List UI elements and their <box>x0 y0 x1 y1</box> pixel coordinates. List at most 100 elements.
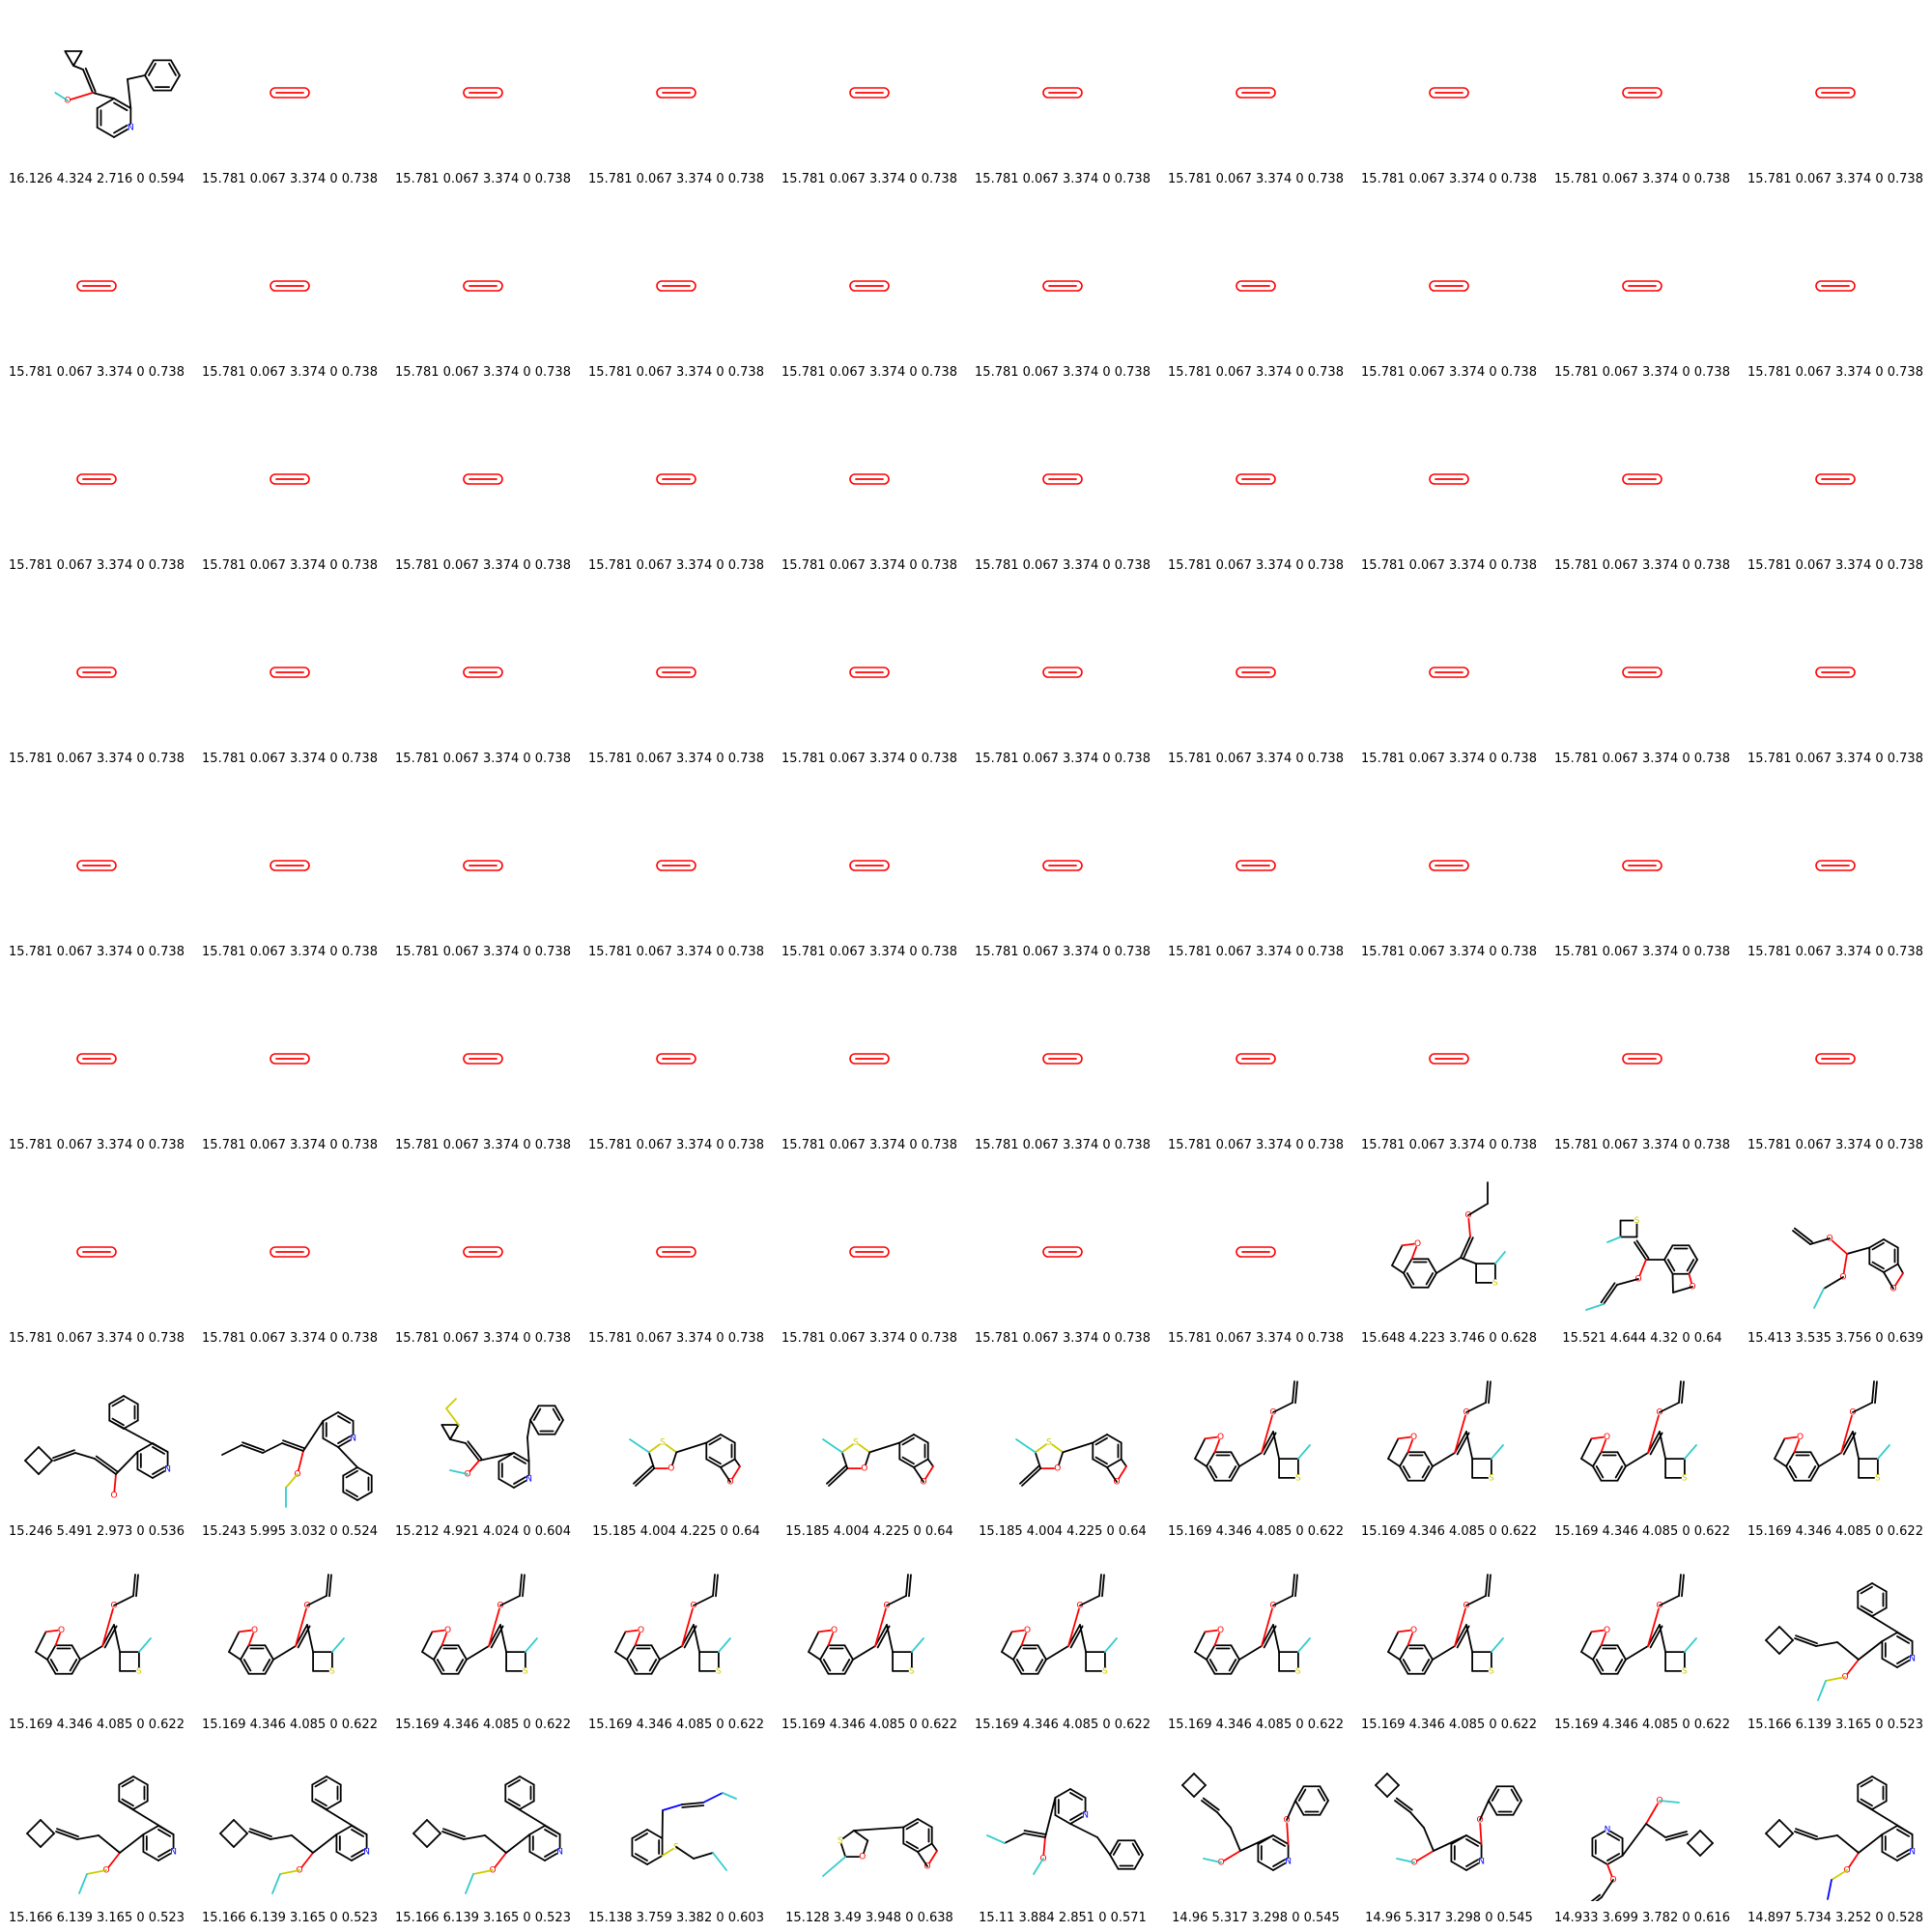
molecule-cell: 15.781 0.067 3.374 0 0.738 <box>580 580 773 773</box>
molecule-cell: 15.781 0.067 3.374 0 0.738 <box>193 386 386 580</box>
molecule-cell: 15.781 0.067 3.374 0 0.738 <box>1352 386 1546 580</box>
molecule-score-label: 15.781 0.067 3.374 0 0.738 <box>975 945 1151 959</box>
molecule-cell: 15.781 0.067 3.374 0 0.738 <box>1159 773 1352 966</box>
molecule-score-label: 15.781 0.067 3.374 0 0.738 <box>588 1331 764 1346</box>
molecule-score-label: 15.781 0.067 3.374 0 0.738 <box>9 558 185 573</box>
molecule-structure-o2 <box>1429 87 1469 99</box>
molecule-structure-o2 <box>849 1246 890 1258</box>
molecule-score-label: 15.781 0.067 3.374 0 0.738 <box>1554 945 1730 959</box>
molecule-score-label: 15.781 0.067 3.374 0 0.738 <box>781 752 957 766</box>
molecule-structure-o2 <box>270 280 310 292</box>
molecule-structure-o2 <box>1815 280 1856 292</box>
molecule-cell: 15.781 0.067 3.374 0 0.738 <box>193 580 386 773</box>
molecule-cell: 15.781 0.067 3.374 0 0.738 <box>1739 773 1932 966</box>
molecule-cell: 15.781 0.067 3.374 0 0.738 <box>966 580 1159 773</box>
molecule-score-label: 15.243 5.995 3.032 0 0.524 <box>202 1524 378 1539</box>
molecule-structure-o2 <box>270 860 310 871</box>
molecule-score-label: 15.781 0.067 3.374 0 0.738 <box>395 1331 571 1346</box>
molecule-structure-o2 <box>76 1053 117 1065</box>
molecule-structure-benzofuran-oxathiolane: OSO <box>822 1434 934 1488</box>
molecule-cell: OSO15.169 4.346 4.085 0 0.622 <box>193 1546 386 1739</box>
svg-text:N: N <box>1082 1811 1089 1821</box>
molecule-structure-o2 <box>849 280 890 292</box>
molecule-cell: NO 15.166 6.139 3.165 0 0.523 <box>0 1739 193 1932</box>
molecule-score-label: 15.781 0.067 3.374 0 0.738 <box>1168 1331 1344 1346</box>
molecule-score-label: 15.781 0.067 3.374 0 0.738 <box>202 945 378 959</box>
molecule-score-label: 15.781 0.067 3.374 0 0.738 <box>9 945 185 959</box>
molecule-cell: OSO 15.648 4.223 3.746 0 0.628 <box>1352 1159 1546 1352</box>
molecule-cell: 15.781 0.067 3.374 0 0.738 <box>580 193 773 386</box>
molecule-cell: 15.781 0.067 3.374 0 0.738 <box>193 966 386 1159</box>
molecule-score-label: 15.781 0.067 3.374 0 0.738 <box>395 1138 571 1152</box>
molecule-structure-cyclobutylidene-phenylpyridine: NO <box>24 1395 171 1501</box>
svg-text:O: O <box>1217 1433 1224 1442</box>
molecule-cell: OOO 15.413 3.535 3.756 0 0.639 <box>1739 1159 1932 1352</box>
molecule-score-label: 15.11 3.884 2.851 0 0.571 <box>979 1911 1147 1925</box>
molecule-structure-benzofuran-thietane-ethoxy: OSO <box>1391 1181 1506 1289</box>
molecule-cell: NO 15.166 6.139 3.165 0 0.523 <box>386 1739 580 1932</box>
molecule-structure-benzofuran-thietane-vinyloxy: OSO <box>1580 1574 1697 1676</box>
molecule-score-label: 15.413 3.535 3.756 0 0.639 <box>1747 1331 1923 1346</box>
molecule-structure-o2 <box>656 87 696 99</box>
molecule-structure-o2 <box>656 860 696 871</box>
molecule-cell: 15.781 0.067 3.374 0 0.738 <box>773 580 966 773</box>
molecule-structure-o2 <box>1815 1053 1856 1065</box>
molecule-structure-benzofuran-thietane-vinyloxy: OSO <box>614 1574 731 1676</box>
molecule-cell: 15.781 0.067 3.374 0 0.738 <box>1159 580 1352 773</box>
molecule-score-label: 15.781 0.067 3.374 0 0.738 <box>1747 558 1923 573</box>
molecule-structure-o2 <box>1042 860 1083 871</box>
molecule-score-label: 15.781 0.067 3.374 0 0.738 <box>1168 172 1344 186</box>
molecule-score-label: 15.781 0.067 3.374 0 0.738 <box>395 172 571 186</box>
molecule-score-label: 15.185 4.004 4.225 0 0.64 <box>592 1524 760 1539</box>
molecule-cell: 15.781 0.067 3.374 0 0.738 <box>1739 386 1932 580</box>
molecule-structure-o2 <box>1622 667 1662 678</box>
molecule-cell: 15.781 0.067 3.374 0 0.738 <box>1546 966 1739 1159</box>
molecule-structure-o2 <box>1236 1246 1276 1258</box>
molecule-structure-o2 <box>1815 473 1856 485</box>
molecule-score-label: 15.648 4.223 3.746 0 0.628 <box>1361 1331 1537 1346</box>
molecule-structure-benzofuran-thietane-vinyloxy: OSO <box>1194 1380 1311 1483</box>
molecule-score-label: 15.169 4.346 4.085 0 0.622 <box>1361 1718 1537 1732</box>
molecule-cell: OSO15.169 4.346 4.085 0 0.622 <box>0 1546 193 1739</box>
molecule-structure-cyclobutylidene-phenylpyridine-oxysulfur: NO <box>219 1776 370 1894</box>
molecule-score-label: 15.781 0.067 3.374 0 0.738 <box>975 365 1151 380</box>
molecule-cell: NO 15.166 6.139 3.165 0 0.523 <box>1739 1546 1932 1739</box>
molecule-cell: OSO15.169 4.346 4.085 0 0.622 <box>966 1546 1159 1739</box>
molecule-cell: 15.781 0.067 3.374 0 0.738 <box>386 773 580 966</box>
molecule-structure-o2 <box>76 860 117 871</box>
molecule-score-label: 15.169 4.346 4.085 0 0.622 <box>1554 1524 1730 1539</box>
molecule-structure-o2 <box>656 1246 696 1258</box>
molecule-structure-o2 <box>463 1053 503 1065</box>
molecule-structure-thiocyclopropyl-benzylpyridine: NO <box>440 1398 564 1489</box>
molecule-cell: OSO15.169 4.346 4.085 0 0.622 <box>1546 1546 1739 1739</box>
molecule-score-label: 15.781 0.067 3.374 0 0.738 <box>975 172 1151 186</box>
molecule-structure-cyclobutylidene-phenylpyridine-oxysulfur: NO <box>26 1776 177 1894</box>
molecule-cell: 15.781 0.067 3.374 0 0.738 <box>1159 966 1352 1159</box>
molecule-score-label: 15.781 0.067 3.374 0 0.738 <box>781 558 957 573</box>
molecule-structure-o2 <box>1622 860 1662 871</box>
molecule-structure-o2 <box>270 667 310 678</box>
molecule-structure-o2 <box>1622 87 1662 99</box>
molecule-cell: NO 15.243 5.995 3.032 0 0.524 <box>193 1352 386 1546</box>
molecule-cell: 15.781 0.067 3.374 0 0.738 <box>386 966 580 1159</box>
molecule-score-label: 15.185 4.004 4.225 0 0.64 <box>979 1524 1147 1539</box>
svg-text:O: O <box>638 1626 644 1635</box>
molecule-cell: OSO 15.521 4.644 4.32 0 0.64 <box>1546 1159 1739 1352</box>
molecule-score-label: 15.169 4.346 4.085 0 0.622 <box>781 1718 957 1732</box>
svg-text:S: S <box>1682 1473 1688 1483</box>
molecule-cell: OSO15.169 4.346 4.085 0 0.622 <box>580 1546 773 1739</box>
molecule-score-label: 15.169 4.346 4.085 0 0.622 <box>1168 1524 1344 1539</box>
molecule-structure-o2 <box>1622 1053 1662 1065</box>
svg-text:S: S <box>660 1438 666 1448</box>
svg-text:O: O <box>58 1626 65 1635</box>
molecule-cell: OSO 15.169 4.346 4.085 0 0.622 <box>1159 1352 1352 1546</box>
molecule-cell: NO 14.897 5.734 3.252 0 0.528 <box>1739 1739 1932 1932</box>
molecule-cell: 15.781 0.067 3.374 0 0.738 <box>386 386 580 580</box>
molecule-cell: OSO15.169 4.346 4.085 0 0.622 <box>1546 1352 1739 1546</box>
molecule-structure-o2 <box>1622 280 1662 292</box>
molecule-structure-cyclobutylidene-phenylpyridine-oxysulfur: NO <box>412 1776 563 1894</box>
molecule-structure-o2 <box>849 1053 890 1065</box>
molecule-score-label: 15.169 4.346 4.085 0 0.622 <box>9 1718 185 1732</box>
molecule-cell: 15.781 0.067 3.374 0 0.738 <box>1352 193 1546 386</box>
molecule-score-label: 15.521 4.644 4.32 0 0.64 <box>1562 1331 1722 1346</box>
